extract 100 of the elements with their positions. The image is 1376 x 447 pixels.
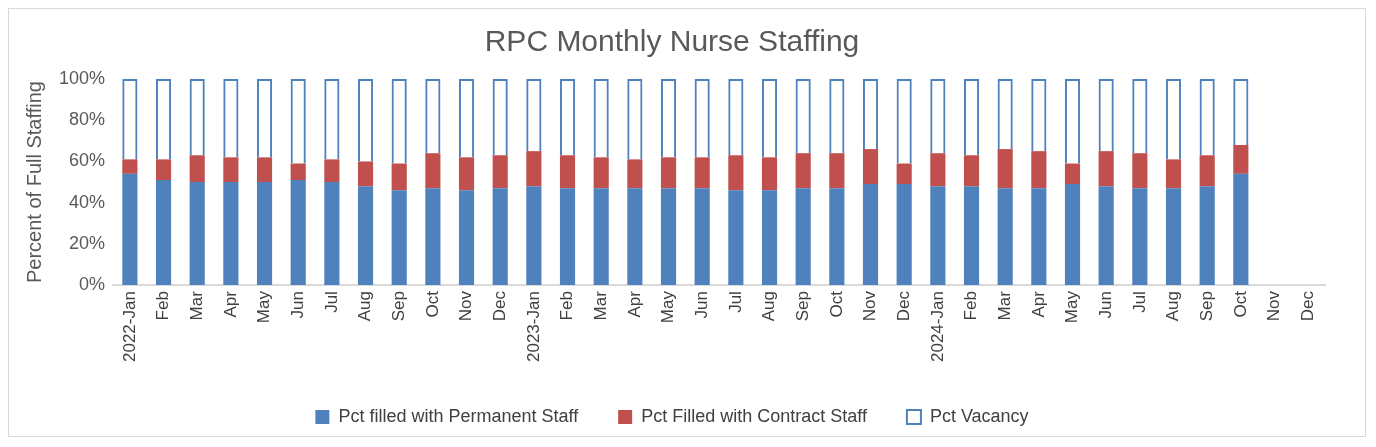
x-tick-label: Aug [759,291,779,322]
x-tick-label: Nov [860,290,880,322]
bar [862,184,879,286]
x-tick-label: 2022-Jan [119,291,139,362]
x-tick-label: Aug [355,291,375,322]
x-tick-label: Feb [961,291,981,321]
x-tick-label: Jun [287,291,307,319]
bar [795,188,811,286]
bar [559,188,576,286]
bar [458,190,475,286]
bar [122,159,138,174]
bar [862,149,879,185]
bar [930,186,946,286]
bar [526,186,542,286]
bar [155,180,172,286]
legend-label: Pct Vacancy [929,405,1029,426]
chart-title: RPC Monthly Nurse Staffing [484,24,860,58]
bar [1031,151,1047,189]
bar [660,188,677,286]
bar [458,157,475,191]
bar [1199,186,1215,286]
bar [391,190,407,286]
bar [223,157,239,183]
x-tick-label: Oct [826,290,846,318]
bar [492,188,508,286]
bar [627,159,643,189]
x-tick-label: 2023-Jan [523,291,543,362]
x-tick-label: Feb [153,291,173,321]
bar [593,157,609,189]
bar [1098,186,1114,286]
x-tick-label: Nov [1264,290,1284,322]
x-tick-label: May [658,290,678,324]
y-tick-label: 80% [69,109,106,130]
bar [593,188,609,286]
bar [122,173,138,286]
bar [425,153,441,189]
x-tick-label: Apr [1028,290,1048,318]
bar [1165,159,1182,189]
bar [1199,155,1215,187]
bar [256,157,273,183]
x-tick-label: Mar [590,290,610,321]
x-tick-label: Jul [725,291,745,313]
bar [357,161,374,187]
y-tick-label: 40% [69,191,106,212]
bar [694,188,710,286]
bar [290,163,306,180]
x-tick-label: Apr [220,290,240,318]
bar [189,182,205,286]
bar [1031,188,1047,286]
x-tick-label: Aug [1163,291,1183,322]
x-tick-label: May [254,290,274,324]
x-tick-label: Sep [388,291,408,322]
bar [324,182,340,286]
bar [761,157,778,191]
x-tick-label: Mar [186,290,206,321]
bar [1132,188,1148,286]
bar [997,149,1013,189]
bar [896,163,912,185]
bar [155,159,172,180]
legend-label: Pct Filled with Contract Staff [641,405,868,426]
bar [1233,173,1249,286]
legend-label: Pct filled with Permanent Staff [338,405,580,426]
x-tick-label: Dec [893,290,913,322]
x-tick-label: Nov [456,290,476,322]
bar [829,188,845,286]
bar [1098,151,1114,187]
bar [660,157,677,189]
bar [559,155,576,189]
bar [761,190,778,286]
x-tick-label: Apr [624,290,644,318]
y-tick-label: 60% [69,150,106,171]
bar [1064,184,1081,286]
x-tick-label: 2024-Jan [927,291,947,362]
x-tick-label: Dec [1297,290,1317,322]
y-tick-label: 20% [69,232,106,253]
x-tick-label: Oct [422,290,442,318]
bar [896,184,912,286]
y-tick-label: 100% [58,67,106,88]
bar [627,188,643,286]
y-axis-title: Percent of Full Staffing [22,81,45,284]
x-tick-label: Oct [1230,290,1250,318]
bar [324,159,340,183]
bar [997,188,1013,286]
bar [290,180,306,286]
bar [1064,163,1081,185]
x-tick-label: Jul [1129,291,1149,313]
bar [189,155,205,183]
bar [694,157,710,189]
bar [829,153,845,189]
x-tick-label: May [1062,290,1082,324]
bar [963,186,980,286]
bar [1233,144,1249,174]
x-tick-label: Jun [691,291,711,319]
y-tick-label: 0% [79,274,106,295]
bar [1165,188,1182,286]
bar [963,155,980,187]
bar [930,153,946,187]
bar [223,182,239,286]
x-tick-label: Sep [1196,291,1216,322]
bar [795,153,811,189]
